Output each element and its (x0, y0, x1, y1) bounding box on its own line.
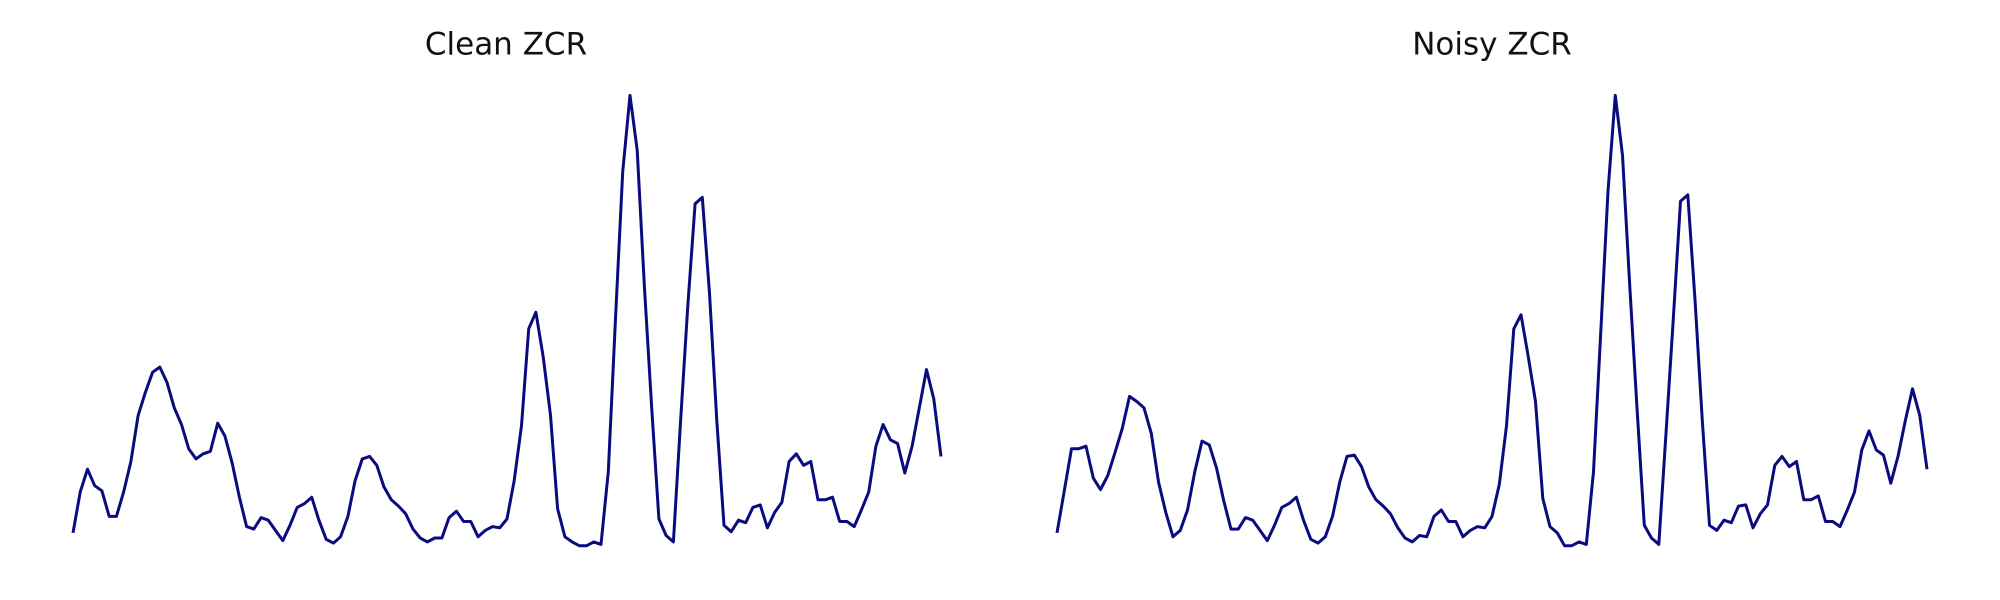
chart-title: Clean ZCR (425, 27, 587, 63)
line-series (71, 93, 943, 548)
line-series (1055, 93, 1929, 548)
chart-title: Noisy ZCR (1412, 27, 1572, 63)
